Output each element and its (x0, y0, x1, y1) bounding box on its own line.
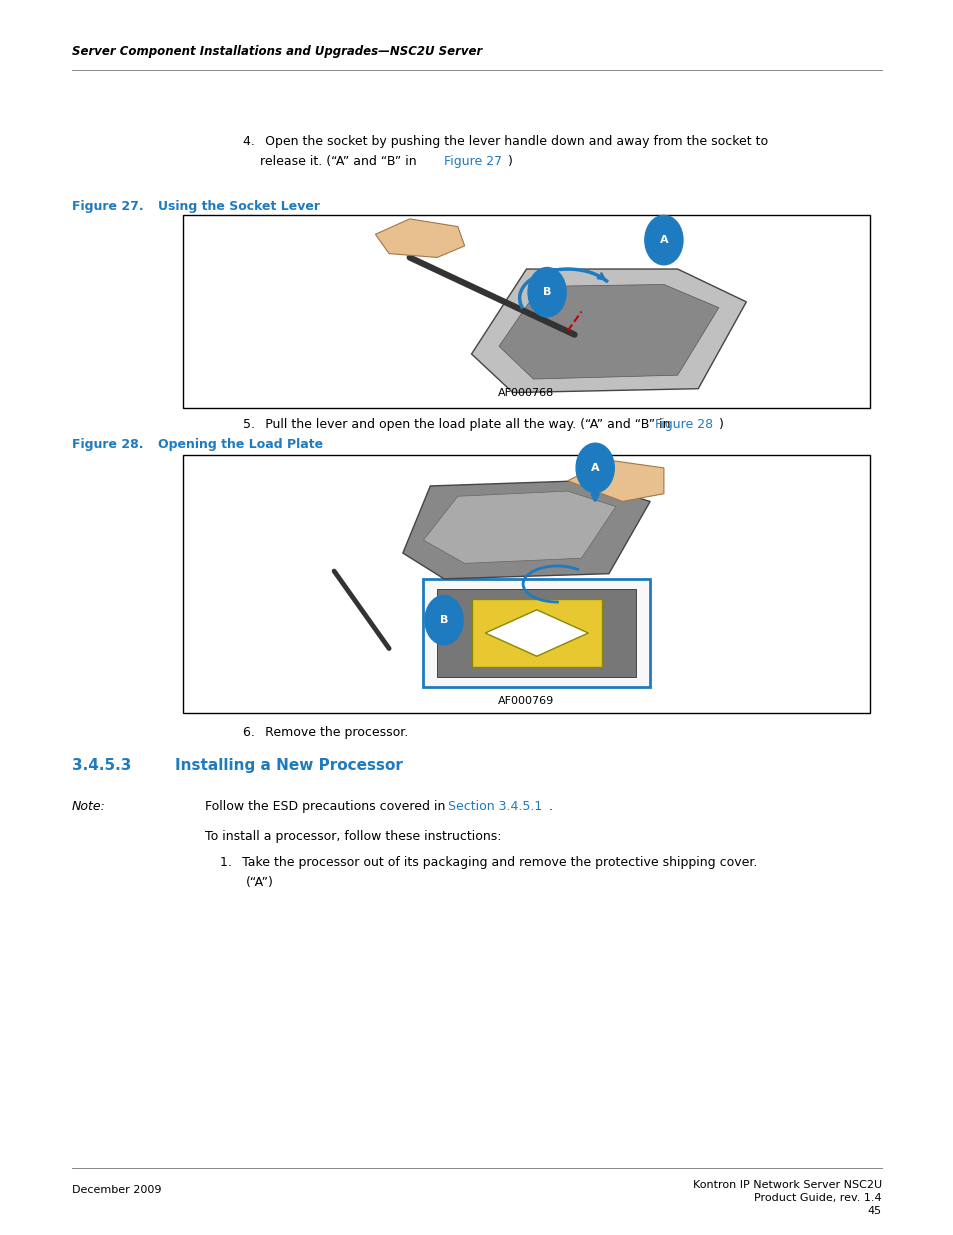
Text: Using the Socket Lever: Using the Socket Lever (158, 200, 319, 212)
Circle shape (527, 268, 565, 317)
Circle shape (576, 443, 614, 493)
Polygon shape (436, 589, 636, 677)
Text: Section 3.4.5.1: Section 3.4.5.1 (448, 800, 542, 813)
Text: To install a processor, follow these instructions:: To install a processor, follow these ins… (205, 830, 501, 844)
Text: Follow the ESD precautions covered in: Follow the ESD precautions covered in (205, 800, 449, 813)
Text: Product Guide, rev. 1.4: Product Guide, rev. 1.4 (754, 1193, 882, 1203)
Text: Kontron IP Network Server NSC2U: Kontron IP Network Server NSC2U (692, 1179, 882, 1191)
Text: AF000769: AF000769 (497, 695, 554, 705)
Text: 3.4.5.3: 3.4.5.3 (71, 758, 132, 773)
Text: ): ) (719, 417, 723, 431)
Polygon shape (498, 284, 719, 379)
Text: (“A”): (“A”) (246, 876, 274, 889)
Text: Note:: Note: (71, 800, 106, 813)
Polygon shape (402, 480, 650, 579)
Circle shape (644, 215, 682, 264)
Text: Figure 28.: Figure 28. (71, 438, 143, 451)
Text: Figure 27: Figure 27 (444, 156, 502, 168)
Text: December 2009: December 2009 (71, 1186, 161, 1195)
Text: Server Component Installations and Upgrades—NSC2U Server: Server Component Installations and Upgra… (71, 44, 482, 58)
Circle shape (424, 595, 462, 645)
Text: B: B (542, 288, 551, 298)
Polygon shape (375, 219, 464, 257)
Text: .: . (548, 800, 552, 813)
Text: Installing a New Processor: Installing a New Processor (174, 758, 402, 773)
Text: AF000768: AF000768 (497, 388, 554, 398)
Text: 45: 45 (867, 1207, 882, 1216)
Text: Figure 27.: Figure 27. (71, 200, 144, 212)
Text: Opening the Load Plate: Opening the Load Plate (158, 438, 323, 451)
Text: B: B (439, 615, 448, 625)
Text: A: A (590, 463, 598, 473)
Text: 6.  Remove the processor.: 6. Remove the processor. (243, 726, 408, 739)
Bar (471, 599, 601, 667)
Bar (183, 215, 869, 408)
Polygon shape (485, 610, 588, 656)
Text: 5.  Pull the lever and open the load plate all the way. (“A” and “B” in: 5. Pull the lever and open the load plat… (243, 417, 674, 431)
Polygon shape (567, 461, 663, 501)
Text: ): ) (508, 156, 513, 168)
Polygon shape (471, 269, 745, 393)
Bar (183, 454, 869, 713)
Text: 1.  Take the processor out of its packaging and remove the protective shipping c: 1. Take the processor out of its packagi… (220, 856, 757, 869)
Text: 4.  Open the socket by pushing the lever handle down and away from the socket to: 4. Open the socket by pushing the lever … (243, 135, 767, 148)
Text: Figure 28: Figure 28 (655, 417, 713, 431)
Bar (423, 579, 650, 687)
Text: A: A (659, 235, 667, 245)
Text: release it. (“A” and “B” in: release it. (“A” and “B” in (260, 156, 420, 168)
Polygon shape (423, 492, 616, 563)
